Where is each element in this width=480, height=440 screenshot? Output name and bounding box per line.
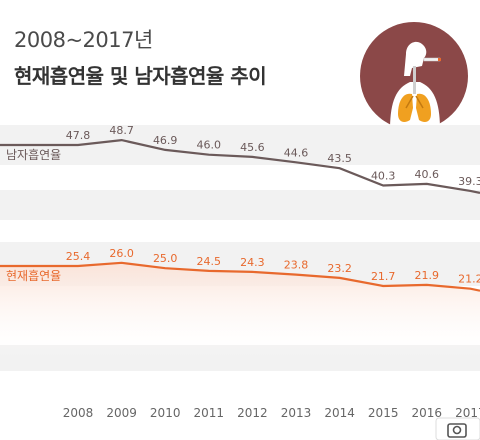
data-label: 21.2 bbox=[458, 273, 480, 286]
data-label: 23.2 bbox=[327, 262, 352, 275]
data-label: 48.7 bbox=[109, 124, 134, 137]
x-tick-label: 2009 bbox=[106, 406, 137, 420]
data-label: 24.5 bbox=[197, 255, 222, 268]
data-label: 26.0 bbox=[109, 247, 134, 260]
chart-title-year-range: 2008~2017년 bbox=[14, 28, 153, 52]
data-label: 43.5 bbox=[327, 152, 352, 165]
series-line-current bbox=[0, 261, 480, 292]
data-label: 46.9 bbox=[153, 134, 178, 147]
x-tick-label: 2011 bbox=[194, 406, 225, 420]
series-label-current: 현재흡연율 bbox=[6, 269, 61, 283]
data-label: 21.9 bbox=[415, 269, 440, 282]
x-tick-label: 2015 bbox=[368, 406, 399, 420]
data-label: 40.6 bbox=[415, 168, 440, 181]
data-label: 21.7 bbox=[371, 270, 396, 283]
chart-title: 현재흡연율 및 남자흡연율 추이 bbox=[14, 64, 267, 88]
data-label: 24.3 bbox=[240, 256, 265, 269]
respiratory-system-icon bbox=[360, 22, 468, 134]
x-tick-label: 2014 bbox=[324, 406, 355, 420]
x-tick-label: 2013 bbox=[281, 406, 312, 420]
x-tick-label: 2010 bbox=[150, 406, 181, 420]
data-label: 44.6 bbox=[284, 146, 309, 159]
data-label: 25.0 bbox=[153, 252, 178, 265]
x-tick-label: 2012 bbox=[237, 406, 268, 420]
data-label: 46.0 bbox=[197, 139, 222, 152]
data-label: 23.8 bbox=[284, 259, 309, 272]
x-tick-label: 2016 bbox=[412, 406, 443, 420]
data-label: 47.8 bbox=[66, 129, 91, 142]
camera-icon[interactable] bbox=[435, 417, 480, 440]
series-line-male bbox=[0, 138, 480, 194]
data-label: 25.4 bbox=[66, 250, 91, 263]
grid-band bbox=[0, 190, 480, 220]
series-label-male: 남자흡연율 bbox=[6, 148, 61, 162]
data-label: 39.3 bbox=[458, 175, 480, 188]
data-label: 45.6 bbox=[240, 141, 265, 154]
data-label: 40.3 bbox=[371, 170, 396, 183]
x-tick-label: 2017 bbox=[455, 406, 480, 420]
x-tick-label: 2008 bbox=[63, 406, 94, 420]
current-smoking-area bbox=[0, 262, 480, 360]
